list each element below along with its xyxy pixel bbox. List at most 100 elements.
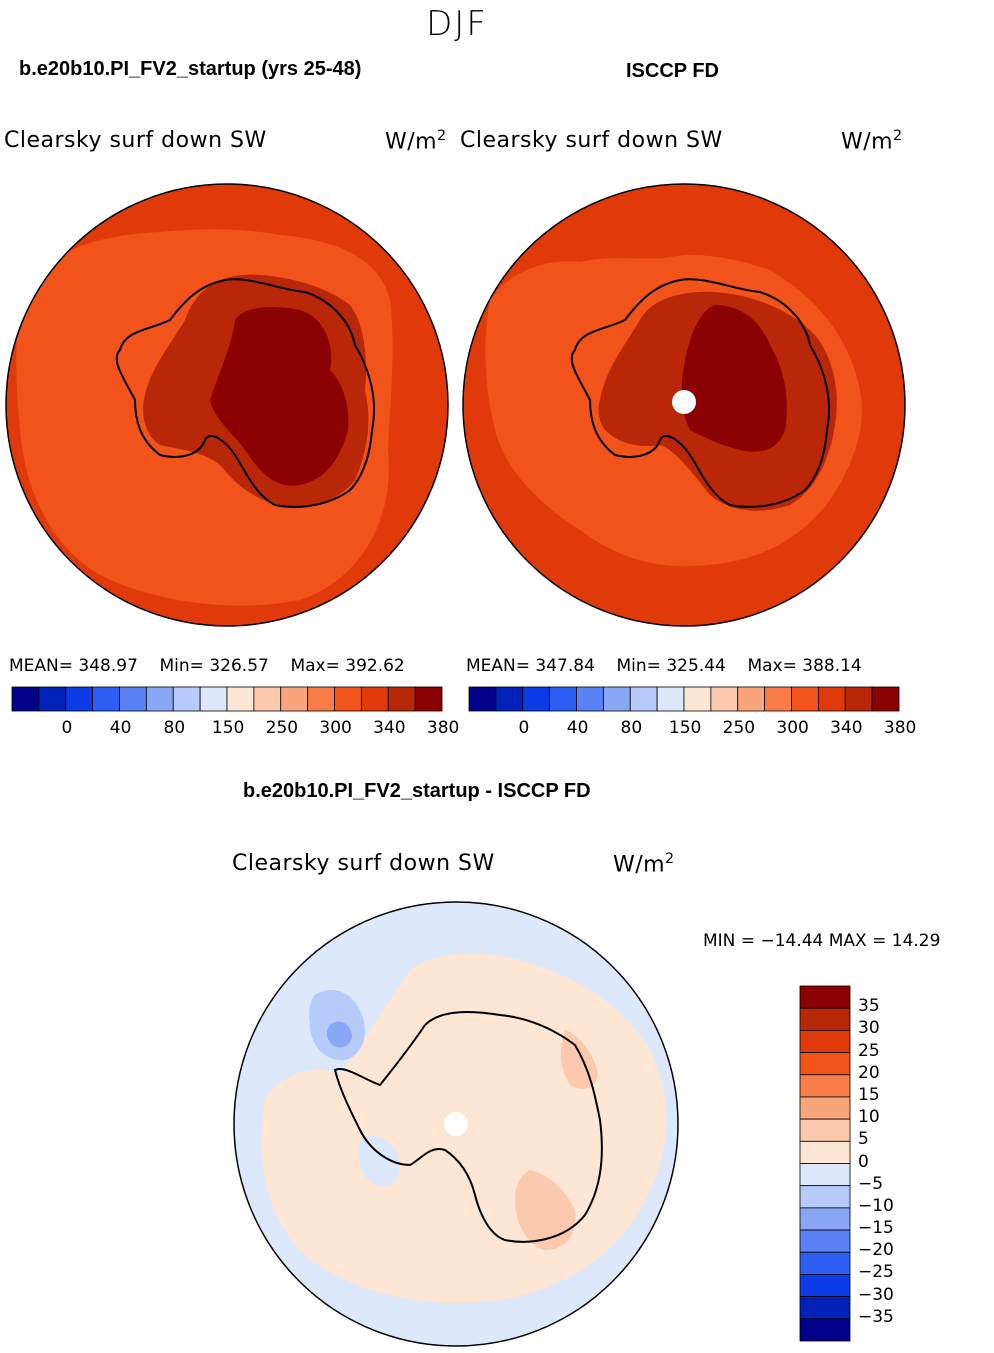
left-colorbar-swatch xyxy=(226,686,255,712)
diff-colorbar-tick-label: 0 xyxy=(858,1151,869,1172)
diff-colorbar-swatch xyxy=(799,985,851,1009)
left-colorbar-swatch xyxy=(199,686,228,712)
right-variable-label: Clearsky surf down SW xyxy=(460,128,723,153)
right-colorbar-swatch xyxy=(737,686,766,712)
right-map-pole-hole xyxy=(672,390,696,414)
diff-colorbar-swatch xyxy=(799,1052,851,1076)
diff-colorbar-tick-label: −25 xyxy=(858,1262,894,1283)
diff-map-negative-core xyxy=(326,1021,352,1048)
right-colorbar-swatch xyxy=(522,686,551,712)
diff-colorbar-tick-label: 20 xyxy=(858,1062,880,1083)
diff-colorbar-swatch xyxy=(799,1096,851,1120)
right-stats: MEAN= 347.84 Min= 325.44 Max= 388.14 xyxy=(466,656,862,676)
right-colorbar-swatch xyxy=(468,686,497,712)
left-colorbar-swatch xyxy=(334,686,362,712)
right-colorbar-tick-label: 300 xyxy=(776,718,809,738)
right-colorbar-tick-label: 380 xyxy=(883,718,917,738)
diff-map-border xyxy=(233,901,679,1347)
diff-colorbar-swatch xyxy=(799,1185,851,1209)
right-colorbar-swatch xyxy=(710,686,739,712)
right-colorbar-swatch xyxy=(602,686,631,712)
left-case-title: b.e20b10.PI_FV2_startup (yrs 25-48) xyxy=(19,58,362,80)
left-colorbar-tick-label: 0 xyxy=(61,718,73,738)
right-case-title: ISCCP FD xyxy=(626,60,719,82)
diff-colorbar-ticks: 35 30 25 20 15 10 5 0 −5 −10 −15 −20 −25 −30 −35 xyxy=(858,985,918,1342)
diff-colorbar-tick-label: −5 xyxy=(858,1173,884,1194)
right-units-label: W/m2 xyxy=(841,128,903,155)
left-colorbar-tick-label: 80 xyxy=(163,718,186,738)
diff-colorbar-swatch xyxy=(799,1251,851,1275)
right-colorbar-ticks: 0 40 80 150 250 300 340 380 xyxy=(457,718,917,740)
left-colorbar-swatch xyxy=(65,686,94,712)
diff-colorbar-tick-label: −10 xyxy=(858,1195,894,1216)
right-antarctic-coastline xyxy=(570,278,830,508)
left-colorbar-swatch xyxy=(414,686,443,712)
diff-colorbar-tick-label: 35 xyxy=(858,996,880,1017)
diff-variable-label: Clearsky surf down SW xyxy=(232,851,495,876)
right-colorbar xyxy=(468,686,900,712)
left-colorbar-swatch xyxy=(172,686,201,712)
diff-colorbar-tick-label: 25 xyxy=(858,1040,880,1061)
diff-colorbar-swatch xyxy=(799,1118,851,1142)
diff-colorbar-swatch xyxy=(799,1296,851,1320)
left-antarctic-coastline xyxy=(115,278,375,508)
left-colorbar-tick-label: 380 xyxy=(426,718,460,738)
diff-antarctic-coastline xyxy=(333,1011,603,1243)
diff-colorbar-tick-label: 15 xyxy=(858,1084,880,1105)
diff-colorbar-swatch xyxy=(799,1318,851,1342)
diff-colorbar-swatch xyxy=(799,1207,851,1231)
right-colorbar-tick-label: 340 xyxy=(830,718,863,738)
left-colorbar-swatch xyxy=(11,686,40,712)
left-variable-label: Clearsky surf down SW xyxy=(4,128,267,153)
right-colorbar-swatch xyxy=(844,686,873,712)
diff-colorbar-swatch xyxy=(799,1229,851,1253)
left-colorbar-tick-label: 40 xyxy=(109,718,132,738)
left-colorbar-swatch xyxy=(360,686,389,712)
left-colorbar-tick-label: 340 xyxy=(373,718,406,738)
right-colorbar-tick-label: 150 xyxy=(668,718,702,738)
diff-colorbar-tick-label: −15 xyxy=(858,1218,894,1239)
diff-units-label: W/m2 xyxy=(613,851,675,878)
right-colorbar-swatch xyxy=(871,686,900,712)
right-colorbar-tick-label: 0 xyxy=(518,718,530,738)
right-colorbar-swatch xyxy=(683,686,712,712)
left-colorbar-swatch xyxy=(280,686,309,712)
left-colorbar xyxy=(11,686,443,712)
right-colorbar-tick-label: 80 xyxy=(620,718,643,738)
left-colorbar-swatch xyxy=(38,686,67,712)
right-colorbar-swatch xyxy=(495,686,524,712)
right-colorbar-tick-label: 250 xyxy=(722,718,756,738)
left-stats: MEAN= 348.97 Min= 326.57 Max= 392.62 xyxy=(9,656,405,676)
diff-colorbar-tick-label: 5 xyxy=(858,1129,869,1150)
right-colorbar-swatch xyxy=(549,686,577,712)
right-colorbar-swatch xyxy=(764,686,792,712)
right-colorbar-swatch xyxy=(629,686,658,712)
diff-colorbar xyxy=(799,985,851,1342)
diff-colorbar-tick-label: −35 xyxy=(858,1306,894,1327)
left-colorbar-swatch xyxy=(92,686,120,712)
diff-map-warm-streak xyxy=(515,1170,576,1250)
diff-minmax: MIN = −14.44 MAX = 14.29 xyxy=(703,931,941,951)
diff-colorbar-swatch xyxy=(799,1007,851,1031)
diff-colorbar-tick-label: −20 xyxy=(858,1240,894,1261)
diff-title: b.e20b10.PI_FV2_startup - ISCCP FD xyxy=(243,780,591,802)
left-colorbar-tick-label: 150 xyxy=(211,718,245,738)
season-title: DJF xyxy=(426,4,488,44)
diff-colorbar-swatch xyxy=(799,1140,851,1164)
left-map-core xyxy=(210,307,349,486)
right-map-border xyxy=(462,183,906,627)
left-colorbar-ticks: 0 40 80 150 250 300 340 380 xyxy=(0,718,460,740)
diff-map-cool-streak xyxy=(358,1136,401,1187)
left-colorbar-tick-label: 250 xyxy=(265,718,299,738)
diff-colorbar-tick-label: 30 xyxy=(858,1018,880,1039)
diff-colorbar-swatch xyxy=(799,1029,851,1053)
left-colorbar-tick-label: 300 xyxy=(319,718,352,738)
diff-colorbar-tick-label: −30 xyxy=(858,1284,894,1305)
diff-map-pole-hole xyxy=(444,1112,468,1136)
diff-colorbar-swatch xyxy=(799,1274,851,1298)
right-map-core xyxy=(681,305,787,452)
left-map-border xyxy=(5,183,449,627)
